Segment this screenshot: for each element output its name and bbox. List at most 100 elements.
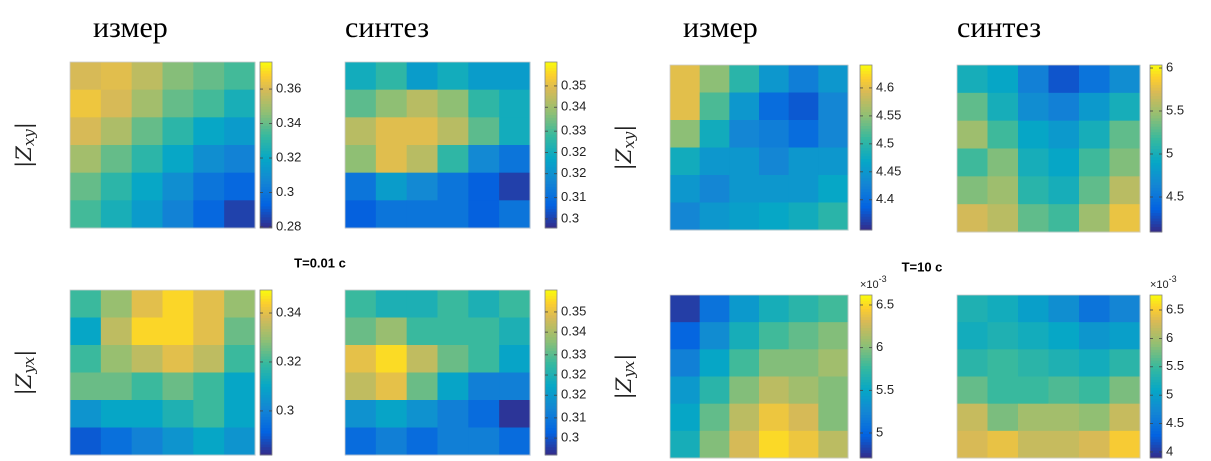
heatmap-cell [1109, 322, 1141, 350]
colorbar-strip [545, 375, 557, 379]
colorbar-strip [860, 368, 872, 372]
heatmap-cell [699, 349, 730, 377]
colorbar-strip [1150, 322, 1162, 326]
heatmap-cell [957, 204, 988, 233]
colorbar-strip [1150, 67, 1162, 72]
heatmap-cell [162, 345, 194, 373]
colorbar-strip [860, 352, 872, 356]
heatmap-cell [699, 430, 730, 459]
colorbar-strip [860, 109, 872, 113]
colorbar-strip [260, 292, 272, 296]
heatmap-cell [788, 322, 819, 350]
heatmap-cell [670, 120, 701, 148]
colorbar-strip [1150, 129, 1162, 133]
heatmap-cell [1079, 295, 1110, 323]
colorbar-strip [1150, 156, 1162, 161]
heatmap-cell [729, 120, 760, 148]
colorbar-strip [860, 428, 872, 432]
colorbar-strip [1150, 387, 1162, 391]
colorbar-strip [260, 378, 272, 382]
colorbar-strip [860, 136, 872, 140]
colorbar-strip [260, 452, 272, 456]
heatmap-cell [345, 290, 377, 318]
heatmap-cell [1079, 349, 1110, 377]
colorbar-strip [260, 64, 272, 69]
colorbar-strip [260, 167, 272, 171]
colorbar-strip [1150, 406, 1162, 410]
colorbar-strip [545, 400, 557, 404]
colorbar-strip [260, 386, 272, 390]
colorbar-strip [260, 75, 272, 80]
heatmap-cell [1109, 176, 1141, 205]
colorbar-strip [260, 203, 272, 207]
heatmap-cell [1079, 65, 1110, 94]
colorbar-strip [1150, 181, 1162, 186]
colorbar-strip [260, 133, 272, 138]
heatmap-cell [818, 295, 849, 323]
colorbar-strip [1150, 226, 1162, 230]
colorbar-strip [260, 422, 272, 426]
colorbar-strip [260, 219, 272, 223]
colorbar-tick-label: 5.5 [1166, 102, 1184, 117]
colorbar-strip [860, 177, 872, 181]
colorbar-tick-label: 0.3 [561, 210, 579, 225]
colorbar-strip [260, 205, 272, 210]
colorbar-strip [260, 347, 272, 351]
colorbar-strip [545, 214, 557, 218]
colorbar-strip [860, 65, 872, 69]
colorbar-strip [1150, 162, 1162, 166]
colorbar-strip [260, 408, 272, 412]
heatmap-cell [1048, 430, 1080, 459]
colorbar-strip [545, 438, 557, 442]
heatmap-cell [70, 345, 102, 373]
colorbar-strip [545, 125, 557, 129]
colorbar-strip [545, 427, 557, 431]
heatmap-cell [788, 376, 819, 405]
colorbar-strip [860, 311, 872, 315]
heatmap-cell [131, 345, 163, 373]
heatmap-cell [224, 427, 256, 456]
colorbar-strip [545, 106, 557, 110]
colorbar-strip [260, 114, 272, 118]
colorbar-strip [1150, 87, 1162, 91]
heatmap-cell [759, 403, 790, 432]
colorbar-strip [545, 192, 557, 196]
colorbar-strip [260, 103, 272, 107]
colorbar-strip [545, 331, 557, 335]
heatmap-cell [729, 175, 760, 203]
plot-frame [669, 294, 849, 459]
colorbar-strip [1150, 131, 1162, 136]
colorbar-strip [545, 219, 557, 223]
colorbar-strip [860, 125, 872, 129]
colorbar-strip [545, 100, 557, 104]
y-axis-label-part: yx [620, 360, 638, 378]
heatmap-cell [499, 172, 531, 201]
plot-frame [344, 289, 531, 456]
colorbar-strip [1150, 184, 1162, 188]
colorbar-strip [545, 301, 557, 305]
heatmap-cell [670, 295, 701, 323]
colorbar-strip [260, 314, 272, 318]
heatmap-cell [437, 62, 469, 91]
colorbar-tick-label: 0.33 [561, 346, 586, 361]
colorbar-strip [860, 305, 872, 310]
heatmap-cell [345, 372, 377, 401]
colorbar-strip [545, 78, 557, 82]
colorbar-strip [860, 103, 872, 107]
heatmap-cell [788, 295, 819, 323]
heatmap-cell [131, 317, 163, 346]
heatmap-cell [1018, 148, 1049, 177]
colorbar-strip [545, 345, 557, 349]
colorbar-strip [860, 335, 872, 339]
heatmap-cell [406, 200, 438, 229]
colorbar-strip [260, 169, 272, 174]
colorbar-strip [545, 314, 557, 318]
colorbar-strip [860, 188, 872, 192]
colorbar-strip [545, 67, 557, 71]
heatmap-cell [987, 120, 1019, 149]
heatmap-cell [162, 145, 194, 174]
heatmap-cell [193, 117, 225, 146]
colorbar-strip [860, 161, 872, 165]
heatmap-cell [345, 145, 377, 174]
heatmap-cell [670, 92, 701, 121]
